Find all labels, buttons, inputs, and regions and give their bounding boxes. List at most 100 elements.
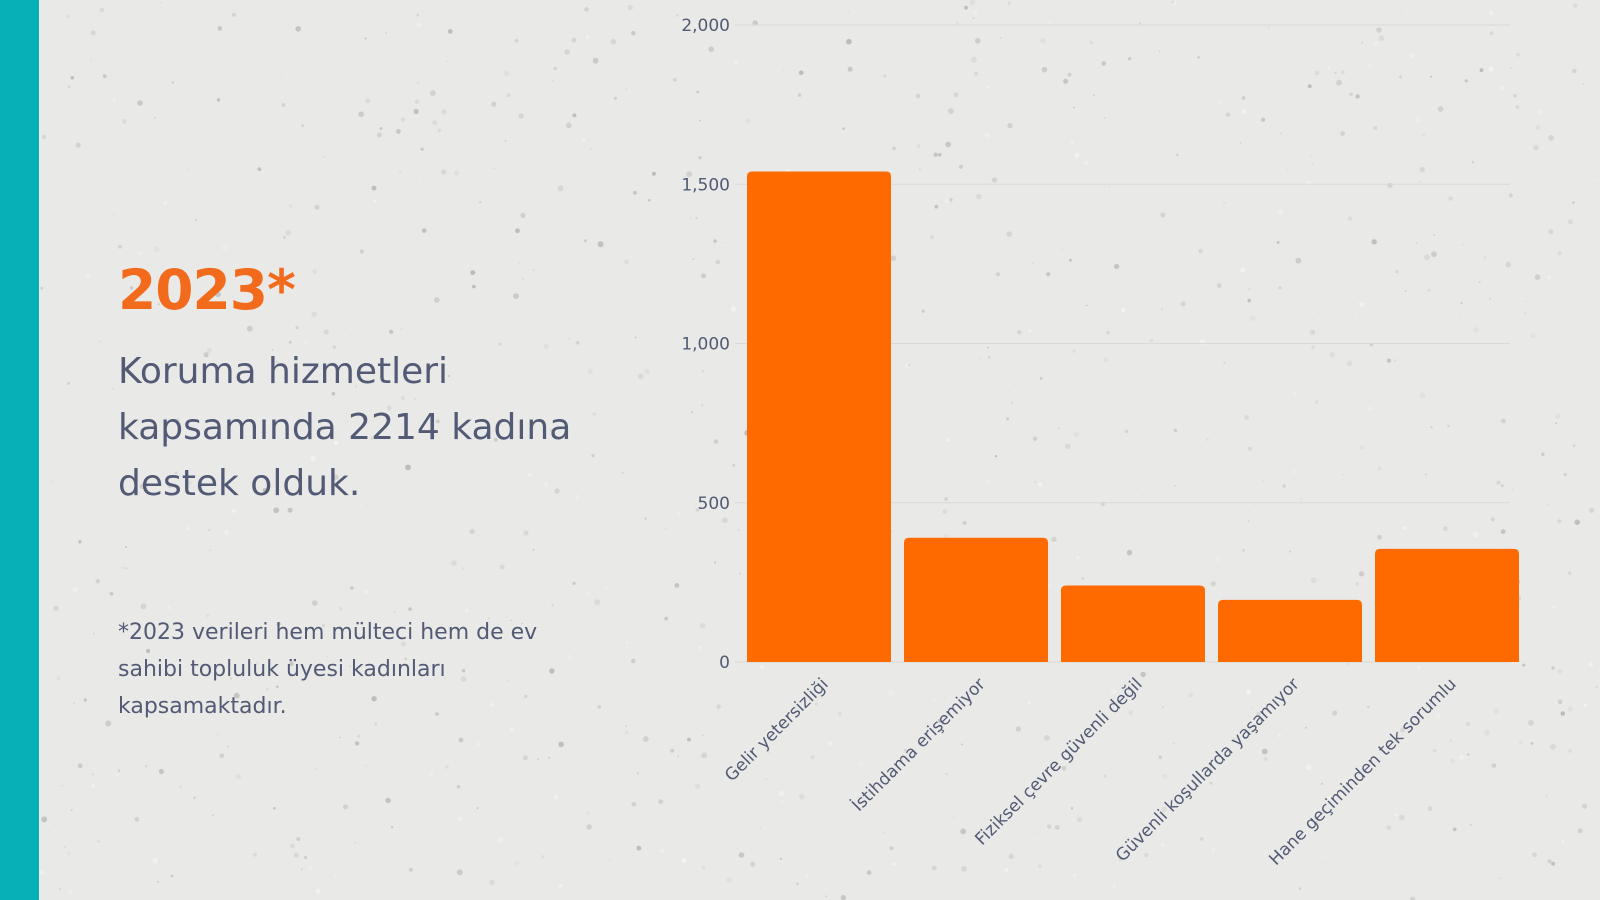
texture-speck bbox=[1006, 417, 1009, 421]
texture-speck bbox=[408, 607, 412, 611]
texture-speck bbox=[1242, 548, 1245, 552]
texture-speck bbox=[1160, 212, 1166, 218]
texture-speck bbox=[1386, 825, 1392, 830]
texture-speck bbox=[1489, 298, 1491, 300]
texture-speck bbox=[797, 93, 802, 97]
texture-speck bbox=[433, 297, 440, 303]
texture-speck bbox=[659, 848, 665, 854]
texture-speck bbox=[112, 388, 114, 390]
texture-speck bbox=[584, 7, 589, 12]
texture-speck bbox=[1006, 231, 1013, 237]
texture-speck bbox=[333, 440, 339, 446]
texture-speck bbox=[1551, 666, 1555, 670]
texture-speck bbox=[1489, 31, 1494, 36]
texture-speck bbox=[499, 564, 505, 570]
texture-speck bbox=[1557, 699, 1563, 705]
y-tick-label: 0 bbox=[719, 653, 730, 673]
texture-speck bbox=[938, 374, 940, 376]
texture-speck bbox=[810, 754, 815, 760]
texture-speck bbox=[392, 610, 396, 614]
texture-speck bbox=[1279, 132, 1282, 135]
texture-speck bbox=[631, 30, 636, 36]
texture-speck bbox=[253, 852, 257, 857]
texture-speck bbox=[208, 529, 211, 532]
texture-speck bbox=[1223, 201, 1226, 204]
texture-speck bbox=[364, 37, 367, 40]
texture-speck bbox=[916, 144, 921, 148]
texture-speck bbox=[476, 807, 479, 810]
x-category-label: Güvenli koşullarda yaşamıyor bbox=[1112, 674, 1304, 866]
y-axis-ticks: 0 500 1,000 1,500 2,000 bbox=[681, 16, 730, 673]
texture-speck bbox=[1386, 358, 1392, 363]
texture-speck bbox=[1509, 66, 1512, 69]
texture-speck bbox=[1209, 781, 1213, 785]
texture-speck bbox=[1561, 840, 1565, 843]
texture-speck bbox=[1493, 708, 1499, 714]
texture-speck bbox=[1532, 852, 1537, 858]
texture-speck bbox=[1008, 853, 1014, 860]
texture-speck bbox=[576, 340, 580, 345]
texture-speck bbox=[1518, 740, 1523, 745]
texture-speck bbox=[1061, 248, 1064, 251]
texture-speck bbox=[262, 475, 266, 478]
texture-speck bbox=[77, 763, 83, 769]
texture-speck bbox=[409, 481, 412, 484]
texture-speck bbox=[1325, 863, 1327, 865]
texture-speck bbox=[321, 623, 326, 628]
texture-speck bbox=[1430, 75, 1432, 78]
texture-speck bbox=[1084, 160, 1089, 165]
texture-speck bbox=[1057, 766, 1062, 770]
texture-speck bbox=[532, 548, 535, 551]
texture-speck bbox=[1552, 605, 1556, 609]
texture-speck bbox=[592, 57, 599, 64]
texture-speck bbox=[193, 796, 196, 800]
texture-speck bbox=[414, 99, 420, 104]
texture-speck bbox=[1073, 106, 1076, 109]
texture-speck bbox=[132, 327, 134, 329]
texture-speck bbox=[565, 122, 572, 129]
texture-speck bbox=[1040, 38, 1046, 44]
texture-speck bbox=[64, 845, 67, 848]
texture-speck bbox=[1572, 3, 1578, 8]
texture-speck bbox=[1332, 710, 1338, 716]
texture-speck bbox=[1304, 726, 1307, 729]
texture-speck bbox=[799, 793, 805, 800]
texture-speck bbox=[489, 702, 494, 707]
texture-speck bbox=[1557, 519, 1562, 524]
texture-speck bbox=[1263, 756, 1268, 761]
texture-speck bbox=[159, 1, 162, 4]
texture-speck bbox=[1174, 484, 1176, 487]
texture-speck bbox=[273, 807, 276, 810]
texture-speck bbox=[1357, 302, 1361, 305]
texture-speck bbox=[674, 583, 680, 588]
texture-speck bbox=[518, 113, 524, 119]
texture-speck bbox=[1550, 744, 1556, 750]
texture-speck bbox=[134, 816, 140, 822]
texture-speck bbox=[277, 20, 279, 22]
texture-speck bbox=[1327, 66, 1331, 70]
texture-speck bbox=[1139, 22, 1142, 25]
texture-speck bbox=[1427, 806, 1433, 812]
texture-speck bbox=[1513, 94, 1517, 98]
texture-speck bbox=[429, 770, 435, 776]
texture-speck bbox=[1501, 418, 1506, 424]
texture-speck bbox=[1572, 201, 1575, 204]
texture-speck bbox=[1367, 63, 1373, 69]
texture-speck bbox=[999, 37, 1002, 39]
texture-speck bbox=[1188, 692, 1194, 698]
texture-speck bbox=[296, 837, 301, 842]
texture-speck bbox=[943, 697, 946, 700]
texture-speck bbox=[961, 866, 967, 872]
texture-speck bbox=[583, 239, 588, 243]
texture-speck bbox=[1038, 482, 1043, 487]
x-category-label: Gelir yetersizliği bbox=[721, 674, 832, 785]
texture-speck bbox=[1572, 68, 1577, 74]
texture-speck bbox=[1588, 661, 1594, 667]
texture-speck bbox=[391, 826, 394, 829]
texture-speck bbox=[1399, 75, 1402, 79]
texture-speck bbox=[312, 269, 318, 274]
texture-speck bbox=[866, 870, 872, 875]
texture-speck bbox=[54, 823, 56, 826]
texture-speck bbox=[295, 26, 302, 32]
texture-speck bbox=[121, 566, 125, 570]
